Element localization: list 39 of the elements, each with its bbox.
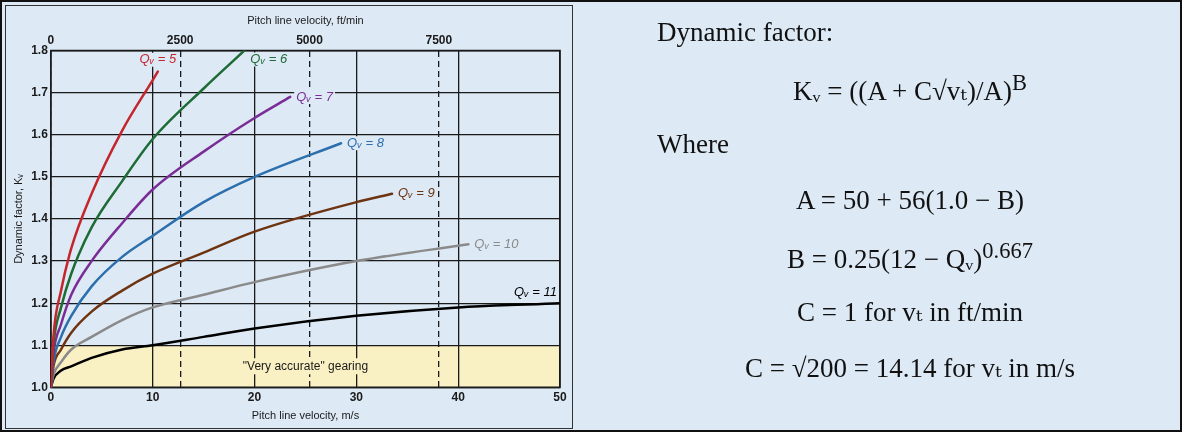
x-tick-label: 0: [47, 389, 55, 404]
line-series: [50, 243, 470, 388]
text: A = 50 + 56(1.0 − B): [796, 184, 1024, 216]
y-tick-label: 1.4: [31, 211, 49, 226]
band-label: "Very accurate" gearing: [242, 358, 369, 373]
line-series: [50, 70, 160, 388]
series-label: Qᵥ = 5: [139, 51, 177, 67]
text: Where: [657, 128, 729, 160]
y-tick-label: 1.0: [31, 379, 49, 394]
series-label: Qᵥ = 11: [513, 283, 558, 299]
x-tick-label: 40: [451, 389, 466, 404]
series-label: Qᵥ = 9: [397, 185, 435, 201]
x-tick-label: 10: [146, 389, 160, 404]
series-label: Qᵥ = 6: [250, 51, 288, 67]
series-label: Qᵥ = 8: [347, 134, 385, 150]
x-tick-label: 30: [349, 389, 364, 404]
x-axis-title: Pitch line velocity, m/s: [251, 409, 360, 422]
y-tick-label: 1.7: [31, 85, 49, 100]
y-tick-label: 1.5: [31, 169, 49, 184]
y-tick-label: 1.3: [31, 253, 49, 268]
text: C = 1 for vₜ in ft/min: [797, 296, 1023, 328]
text: C = √200 = 14.14 for vₜ in m/s: [744, 352, 1076, 384]
x2-tick-label: 0: [47, 32, 55, 47]
x2-tick-label: 5000: [296, 32, 324, 47]
y-tick-label: 1.6: [31, 127, 49, 142]
x2-tick-label: 2500: [166, 32, 194, 47]
x-tick-label: 20: [247, 389, 262, 404]
series-label: Qᵥ = 7: [296, 88, 334, 104]
x-tick-label: 50: [553, 389, 567, 404]
y-axis-title: Dynamic factor, Kᵥ: [11, 173, 24, 264]
y-tick-label: 1.1: [31, 337, 49, 352]
x2-axis-title: Pitch line velocity, ft/min: [247, 13, 364, 26]
text: Kᵥ = ((A + C√vₜ)/A)$^{B}$: [793, 69, 1027, 107]
series-label: Qᵥ = 10: [474, 235, 520, 251]
y-tick-label: 1.8: [31, 42, 49, 57]
y-tick-label: 1.2: [31, 295, 49, 310]
x2-tick-label: 7500: [425, 32, 453, 47]
text: B = 0.25(12 − Qᵥ)$^{0.667}$: [787, 237, 1033, 275]
text: Dynamic factor:: [657, 16, 834, 48]
